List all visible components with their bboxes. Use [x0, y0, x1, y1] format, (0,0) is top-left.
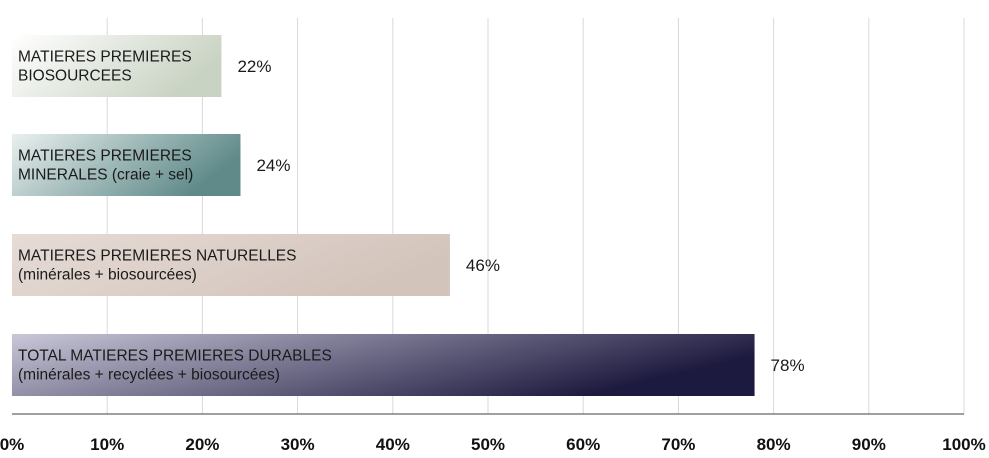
x-tick-label: 0%: [0, 435, 24, 454]
bar-value-label: 22%: [237, 57, 271, 76]
x-tick-label: 40%: [376, 435, 410, 454]
bar-category-label: MATIERES PREMIERES: [18, 148, 192, 165]
x-tick-label: 60%: [566, 435, 600, 454]
bar-category-label: (minérales + recyclées + biosourcées): [18, 367, 280, 384]
bar-category-label: MATIERES PREMIERES: [18, 49, 192, 66]
x-tick-label: 50%: [471, 435, 505, 454]
bar-category-label: MINERALES (craie + sel): [18, 167, 193, 184]
bars: MATIERES PREMIERES BIOSOURCEES 22% MATIERES…: [12, 35, 805, 396]
x-tick-label: 90%: [852, 435, 886, 454]
bar-category-label: MATIERES PREMIERES NATURELLES: [18, 248, 297, 265]
bar-category-label: BIOSOURCEES: [18, 68, 132, 85]
bar: [12, 334, 755, 396]
x-tick-label: 100%: [942, 435, 985, 454]
bar-value-label: 78%: [771, 356, 805, 375]
x-tick-label: 10%: [90, 435, 124, 454]
x-tick-label: 70%: [661, 435, 695, 454]
bar: [12, 134, 241, 196]
bar: [12, 234, 450, 296]
bar: [12, 35, 222, 97]
x-tick-label: 30%: [281, 435, 315, 454]
bar-value-label: 24%: [256, 156, 290, 175]
bar-value-label: 46%: [466, 256, 500, 275]
bar-category-label: TOTAL MATIERES PREMIERES DURABLES: [18, 348, 332, 365]
bar-category-label: (minérales + biosourcées): [18, 267, 197, 284]
x-tick-label: 80%: [757, 435, 791, 454]
x-axis: 0% 10% 20% 30% 40% 50% 60% 70% 80% 90% 100%: [0, 413, 986, 454]
x-tick-label: 20%: [185, 435, 219, 454]
